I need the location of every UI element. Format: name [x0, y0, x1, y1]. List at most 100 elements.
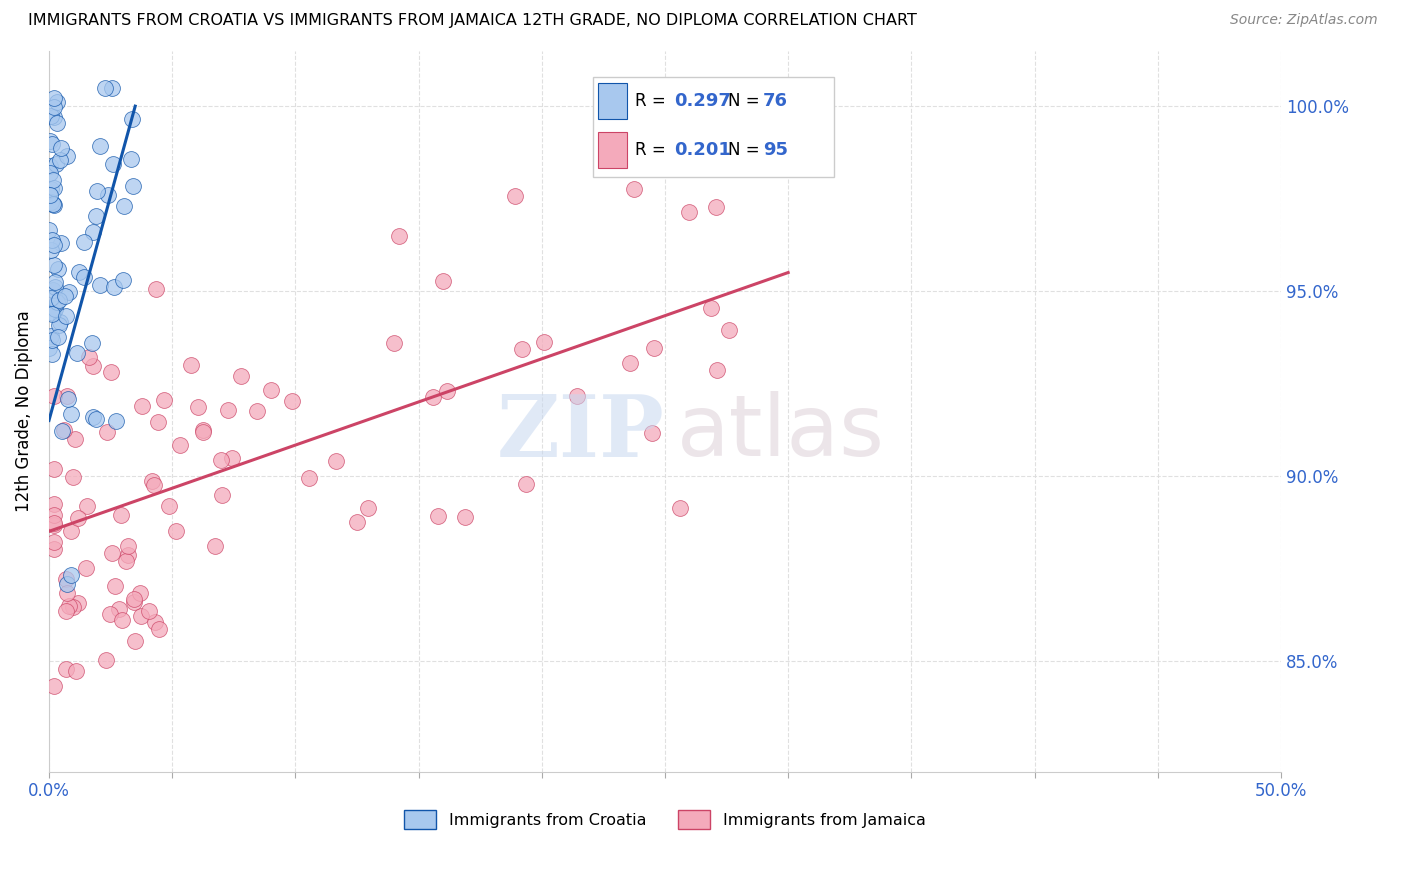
Point: [131, 399, 153, 413]
Point: [643, 341, 665, 355]
Point: [41, 307, 63, 321]
Point: [169, 438, 191, 452]
Point: [117, 549, 139, 563]
Point: [77, 350, 100, 364]
Point: [46, 95, 69, 110]
Point: [110, 508, 132, 522]
Point: [55, 577, 77, 591]
Point: [73, 235, 96, 249]
Text: N =: N =: [728, 92, 765, 110]
Point: [42, 680, 65, 694]
Point: [166, 524, 188, 539]
Point: [100, 80, 122, 95]
Point: [42, 258, 65, 272]
Point: [217, 403, 239, 417]
Point: [48, 318, 70, 333]
Point: [38, 222, 60, 236]
Point: [42, 238, 65, 252]
Point: [48, 329, 70, 343]
Point: [94, 653, 117, 667]
Point: [211, 453, 233, 467]
Point: [89, 277, 111, 292]
Point: [38, 159, 60, 173]
Point: [41, 347, 63, 361]
Point: [108, 602, 131, 616]
Point: [704, 200, 727, 214]
Point: [84, 411, 107, 425]
Text: IMMIGRANTS FROM CROATIA VS IMMIGRANTS FROM JAMAICA 12TH GRADE, NO DIPLOMA CORREL: IMMIGRANTS FROM CROATIA VS IMMIGRANTS FR…: [28, 13, 917, 29]
Point: [619, 356, 641, 370]
Point: [565, 389, 588, 403]
Point: [142, 477, 165, 491]
Point: [259, 383, 281, 397]
Point: [82, 409, 104, 424]
Point: [246, 404, 269, 418]
Point: [51, 424, 73, 438]
Point: [101, 157, 124, 171]
Point: [42, 518, 65, 533]
Point: [49, 236, 72, 251]
Point: [42, 516, 65, 530]
Point: [59, 524, 82, 539]
Point: [39, 188, 62, 202]
Point: [117, 539, 139, 553]
Point: [55, 662, 77, 676]
Point: [38, 342, 60, 356]
Point: [49, 153, 72, 167]
Point: [39, 195, 62, 210]
Point: [44, 181, 66, 195]
Text: 0.201: 0.201: [675, 141, 731, 159]
Point: [143, 615, 166, 629]
Point: [62, 470, 84, 484]
Point: [204, 539, 226, 553]
Point: [122, 595, 145, 609]
Point: [382, 335, 405, 350]
Point: [89, 139, 111, 153]
Point: [187, 401, 209, 415]
Bar: [598, 132, 627, 168]
Point: [41, 333, 63, 347]
Point: [41, 284, 63, 298]
Legend: Immigrants from Croatia, Immigrants from Jamaica: Immigrants from Croatia, Immigrants from…: [398, 804, 932, 836]
Point: [39, 329, 62, 343]
Point: [510, 342, 533, 356]
Point: [67, 511, 90, 525]
Point: [700, 301, 723, 315]
Point: [103, 280, 125, 294]
Text: 76: 76: [762, 92, 787, 110]
Point: [55, 309, 77, 323]
Point: [82, 225, 104, 239]
Point: [422, 391, 444, 405]
Point: [42, 173, 65, 187]
Point: [153, 393, 176, 408]
Point: [121, 112, 143, 126]
Point: [58, 285, 80, 300]
Point: [58, 599, 80, 613]
Point: [41, 292, 63, 306]
Point: [112, 199, 135, 213]
Point: [41, 109, 63, 123]
Point: [105, 414, 128, 428]
Point: [66, 596, 89, 610]
Text: atlas: atlas: [678, 392, 886, 475]
Point: [297, 471, 319, 485]
Point: [67, 265, 90, 279]
Point: [141, 474, 163, 488]
Y-axis label: 12th Grade, No Diploma: 12th Grade, No Diploma: [15, 310, 32, 512]
Text: 95: 95: [762, 141, 787, 159]
Point: [76, 499, 98, 513]
Text: N =: N =: [728, 141, 765, 159]
Point: [641, 426, 664, 441]
Point: [59, 568, 82, 582]
Point: [65, 432, 87, 446]
Point: [120, 152, 142, 166]
Point: [180, 358, 202, 372]
Point: [55, 604, 77, 618]
Point: [44, 280, 66, 294]
Point: [42, 100, 65, 114]
Point: [42, 110, 65, 124]
Point: [38, 135, 60, 149]
Point: [325, 454, 347, 468]
Point: [48, 293, 70, 307]
Point: [65, 664, 87, 678]
